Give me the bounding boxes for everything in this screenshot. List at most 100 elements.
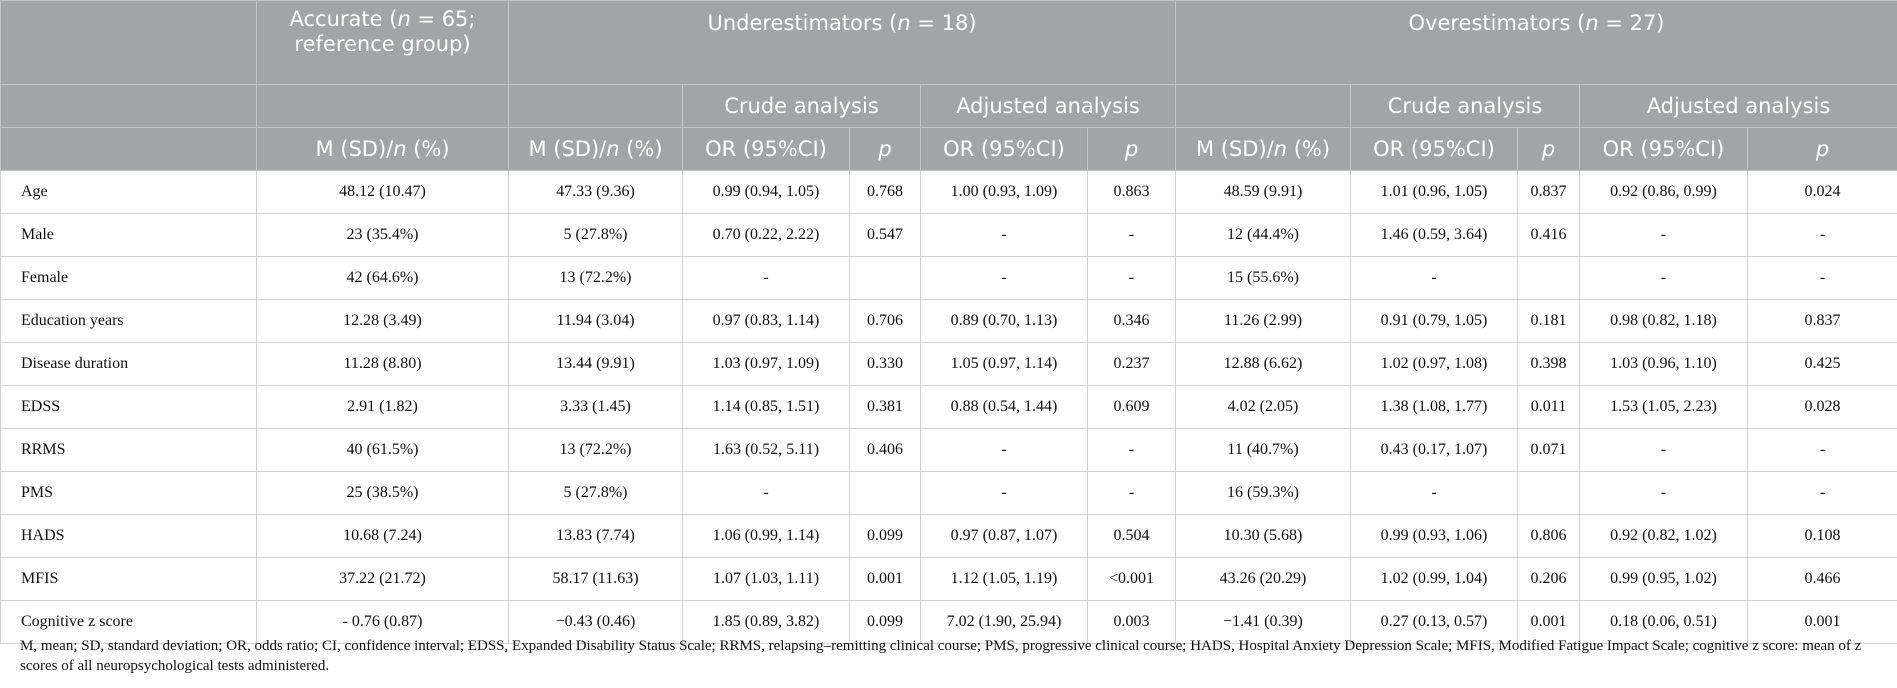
header-text: Accurate ( [289,7,398,31]
under-crude-or-cell: 1.07 (1.03, 1.11) [682,557,850,601]
under-msd-cell: 13 (72.2%) [508,428,683,472]
under-msd-cell: 13.44 (9.91) [508,342,683,386]
over-crude-or-cell: 1.46 (0.59, 3.64) [1350,213,1518,257]
variable-cell: Education years [0,299,257,343]
under-msd-cell: 3.33 (1.45) [508,385,683,429]
variable-cell: Male [0,213,257,257]
over-adjusted-or-cell: 0.98 (0.82, 1.18) [1579,299,1748,343]
under-crude-p-cell: 0.001 [849,557,921,601]
over-crude-or-cell: 0.43 (0.17, 1.07) [1350,428,1518,472]
header-text: (%) [619,137,663,161]
table-row: Cognitive z score - 0.76 (0.87) −0.43 (0.4… [0,600,1897,644]
header-text: n [1585,11,1599,35]
under-adjusted-p-cell: 0.237 [1087,342,1176,386]
under-crude-p-cell: 0.099 [849,514,921,558]
header-under-crude-p: p [849,127,921,171]
over-crude-or-cell: 0.91 (0.79, 1.05) [1350,299,1518,343]
accurate-value-cell: 23 (35.4%) [256,213,509,257]
under-adjusted-or-cell: 0.88 (0.54, 1.44) [920,385,1088,429]
over-adjusted-p-cell: 0.425 [1747,342,1897,386]
under-adjusted-or-cell: 1.05 (0.97, 1.14) [920,342,1088,386]
over-crude-or-cell: 0.99 (0.93, 1.06) [1350,514,1518,558]
table-row: PMS 25 (38.5%) 5 (27.8%) - - -16 (59.3%) - - - [0,471,1897,515]
over-adjusted-p-cell: 0.024 [1747,170,1897,214]
under-msd-cell: 47.33 (9.36) [508,170,683,214]
table-row: HADS 10.68 (7.24) 13.83 (7.74) 1.06 (0.99, … [0,514,1897,558]
header-text: n [897,11,911,35]
over-crude-p-cell: 0.806 [1517,514,1580,558]
under-adjusted-or-cell: - [920,428,1088,472]
variable-cell: Age [0,170,257,214]
under-msd-cell: 11.94 (3.04) [508,299,683,343]
over-msd-cell: 4.02 (2.05) [1175,385,1351,429]
header-text: reference group) [294,32,471,56]
header-text: n [1273,137,1288,161]
under-crude-or-cell: 1.14 (0.85, 1.51) [682,385,850,429]
under-crude-or-cell: 0.70 (0.22, 2.22) [682,213,850,257]
over-adjusted-or-cell: - [1579,256,1748,300]
under-adjusted-p-cell: <0.001 [1087,557,1176,601]
under-adjusted-p-cell: 0.346 [1087,299,1176,343]
over-crude-or-cell: 1.02 (0.99, 1.04) [1350,557,1518,601]
header-blank [256,84,509,128]
variable-cell: Female [0,256,257,300]
variable-cell: RRMS [0,428,257,472]
over-crude-p-cell: 0.071 [1517,428,1580,472]
table-footnote: M, mean; SD, standard deviation; OR, odd… [20,638,1862,674]
accurate-value-cell: 12.28 (3.49) [256,299,509,343]
variable-cell: Disease duration [0,342,257,386]
under-adjusted-or-cell: 0.97 (0.87, 1.07) [920,514,1088,558]
header-over-crude-p: p [1517,127,1580,171]
header-acc-msd: M (SD)/n (%) [256,127,509,171]
header-text: n [397,7,411,31]
over-crude-p-cell: 0.206 [1517,557,1580,601]
over-msd-cell: 48.59 (9.91) [1175,170,1351,214]
over-crude-p-cell: 0.416 [1517,213,1580,257]
under-crude-or-cell: - [682,256,850,300]
accurate-value-cell: - 0.76 (0.87) [256,600,509,644]
header-text: (%) [406,137,450,161]
over-crude-or-cell: - [1350,256,1518,300]
under-adjusted-p-cell: 0.863 [1087,170,1176,214]
accurate-value-cell: 48.12 (10.47) [256,170,509,214]
table-body: Age 48.12 (10.47) 47.33 (9.36) 0.99 (0.94, … [0,170,1897,644]
header-under-msd: M (SD)/n (%) [508,127,683,171]
header-blank [508,84,683,128]
under-msd-cell: 5 (27.8%) [508,471,683,515]
variable-cell: MFIS [0,557,257,601]
header-under-adj-p: p [1087,127,1176,171]
header-blank [0,0,257,85]
over-msd-cell: 16 (59.3%) [1175,471,1351,515]
variable-cell: PMS [0,471,257,515]
header-accurate-group: Accurate (n = 65; reference group) [256,0,509,85]
over-adjusted-p-cell: - [1747,471,1897,515]
over-msd-cell: 10.30 (5.68) [1175,514,1351,558]
header-underestimators: Underestimators (n = 18) [508,0,1176,85]
under-crude-p-cell: 0.330 [849,342,921,386]
under-adjusted-p-cell: 0.609 [1087,385,1176,429]
table-row: EDSS 2.91 (1.82) 3.33 (1.45) 1.14 (0.85, 1.… [0,385,1897,429]
under-crude-p-cell: 0.706 [849,299,921,343]
over-msd-cell: 12 (44.4%) [1175,213,1351,257]
header-text: = 65; [410,7,476,31]
over-adjusted-p-cell: 0.466 [1747,557,1897,601]
under-crude-or-cell: 1.03 (0.97, 1.09) [682,342,850,386]
header-blank [0,127,257,171]
over-crude-or-cell: - [1350,471,1518,515]
under-msd-cell: 5 (27.8%) [508,213,683,257]
accurate-value-cell: 42 (64.6%) [256,256,509,300]
accurate-value-cell: 11.28 (8.80) [256,342,509,386]
header-text: = 18) [910,11,977,35]
over-msd-cell: 43.26 (20.29) [1175,557,1351,601]
over-crude-or-cell: 1.01 (0.96, 1.05) [1350,170,1518,214]
over-adjusted-p-cell: 0.837 [1747,299,1897,343]
over-adjusted-or-cell: - [1579,428,1748,472]
table-row: MFIS 37.22 (21.72) 58.17 (11.63) 1.07 (1.03… [0,557,1897,601]
over-crude-p-cell: 0.398 [1517,342,1580,386]
under-msd-cell: 13.83 (7.74) [508,514,683,558]
header-under-adj-or: OR (95%CI) [920,127,1088,171]
over-crude-p-cell: 0.837 [1517,170,1580,214]
table-row: Disease duration 11.28 (8.80) 13.44 (9.91)… [0,342,1897,386]
over-adjusted-or-cell: - [1579,471,1748,515]
header-text: Underestimators ( [707,11,898,35]
